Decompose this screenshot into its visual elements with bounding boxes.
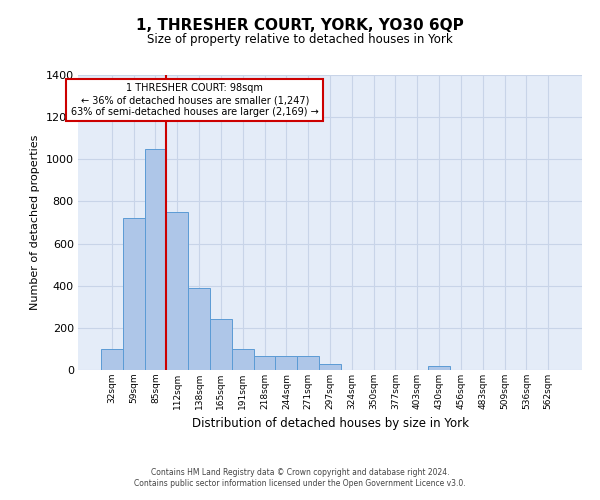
Text: Size of property relative to detached houses in York: Size of property relative to detached ho… — [147, 32, 453, 46]
Bar — [101, 349, 123, 370]
Bar — [428, 366, 450, 370]
Bar — [166, 212, 188, 370]
X-axis label: Distribution of detached houses by size in York: Distribution of detached houses by size … — [191, 418, 469, 430]
Bar — [254, 356, 275, 370]
Bar — [210, 320, 232, 370]
Text: 1, THRESHER COURT, YORK, YO30 6QP: 1, THRESHER COURT, YORK, YO30 6QP — [136, 18, 464, 32]
Bar — [145, 149, 166, 370]
Bar — [319, 364, 341, 370]
Bar — [232, 349, 254, 370]
Text: Contains HM Land Registry data © Crown copyright and database right 2024.
Contai: Contains HM Land Registry data © Crown c… — [134, 468, 466, 487]
Bar — [188, 288, 210, 370]
Bar — [297, 356, 319, 370]
Y-axis label: Number of detached properties: Number of detached properties — [30, 135, 40, 310]
Text: 1 THRESHER COURT: 98sqm
← 36% of detached houses are smaller (1,247)
63% of semi: 1 THRESHER COURT: 98sqm ← 36% of detache… — [71, 84, 319, 116]
Bar — [123, 218, 145, 370]
Bar — [275, 356, 297, 370]
